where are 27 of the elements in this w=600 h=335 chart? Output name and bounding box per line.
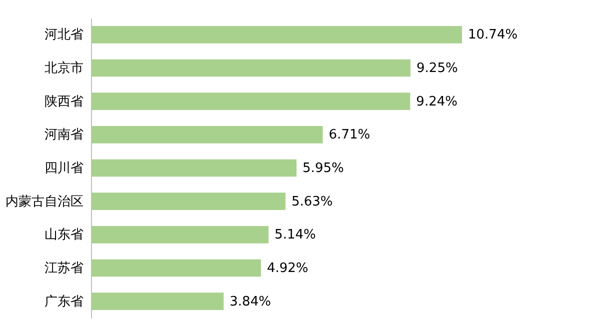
y-tick-label: 北京市: [44, 61, 84, 76]
bar: [91, 159, 297, 177]
data-label: 5.95%: [302, 161, 344, 176]
bar: [91, 259, 261, 277]
y-tick-label: 四川省: [44, 161, 84, 176]
y-tick-label: 内蒙古自治区: [6, 194, 84, 210]
bar: [91, 192, 286, 210]
y-tick-label: 河南省: [44, 128, 84, 143]
data-label: 9.25%: [416, 61, 458, 76]
y-tick-label: 陕西省: [44, 94, 84, 110]
y-tick-label: 广东省: [44, 294, 84, 310]
bar: [91, 226, 269, 244]
bar: [91, 126, 323, 144]
data-label: 5.63%: [291, 194, 333, 210]
y-tick-label: 山东省: [44, 228, 84, 243]
data-label: 10.74%: [468, 28, 518, 43]
data-label: 4.92%: [266, 261, 308, 276]
y-tick-label: 河北省: [44, 28, 84, 43]
data-label: 6.71%: [328, 128, 370, 143]
bar: [91, 292, 224, 310]
data-label: 9.24%: [416, 94, 458, 110]
bar: [91, 92, 410, 110]
data-label: 3.84%: [230, 294, 271, 310]
bar: [91, 59, 411, 77]
y-tick-label: 江苏省: [44, 261, 84, 276]
bar: [91, 26, 462, 44]
data-label: 5.14%: [274, 228, 316, 243]
